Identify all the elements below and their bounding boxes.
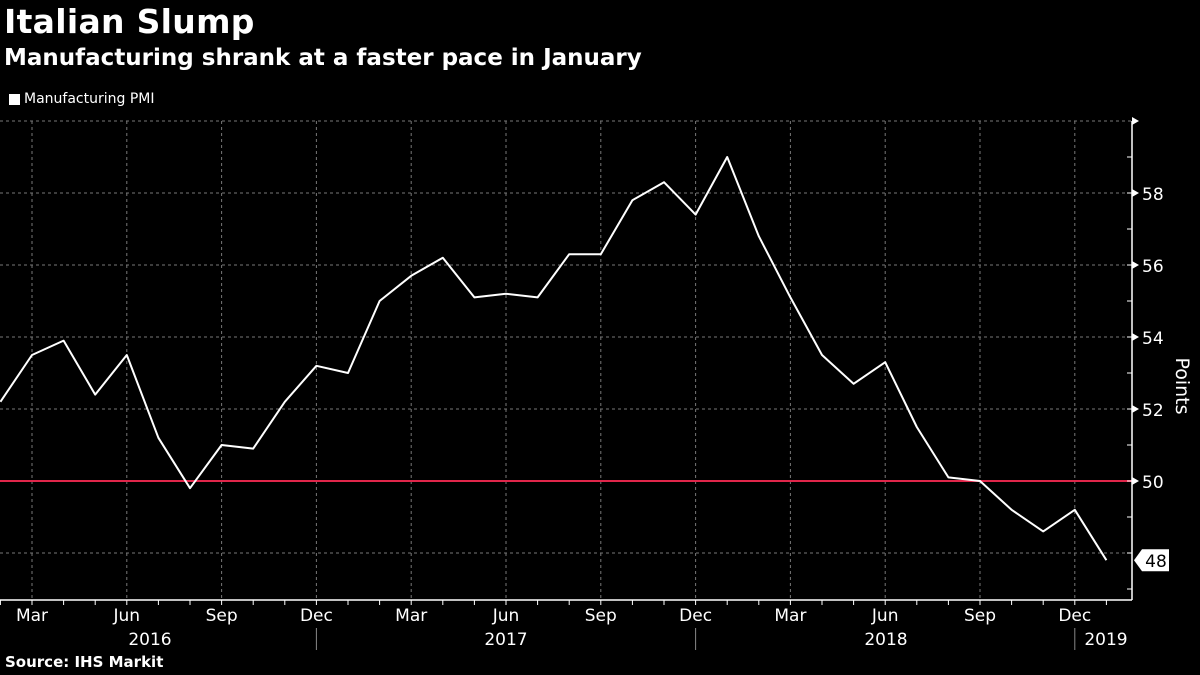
x-tick-label: Dec bbox=[679, 606, 712, 626]
x-tick-label: Sep bbox=[964, 606, 996, 626]
last-value-badge bbox=[1134, 549, 1169, 572]
y-tick-marker-icon bbox=[1132, 405, 1139, 413]
x-tick-label: Mar bbox=[774, 606, 806, 626]
pmi-line bbox=[0, 156, 1108, 561]
y-tick-marker-icon bbox=[1132, 333, 1139, 341]
x-year-label: 2016 bbox=[128, 630, 171, 650]
x-tick-label: Sep bbox=[206, 606, 238, 626]
x-tick-label: Dec bbox=[1058, 606, 1091, 626]
y-axis-title: Points bbox=[1171, 357, 1193, 414]
axis-labels: 50 52 54 56 58 Points Mar Jun Sep Dec Mar Jun Sep Dec… bbox=[16, 185, 1193, 650]
grid bbox=[0, 120, 1132, 600]
legend: Manufacturing PMI bbox=[9, 91, 154, 107]
legend-label: Manufacturing PMI bbox=[24, 91, 155, 107]
x-tick-label: Mar bbox=[16, 606, 48, 626]
y-tick-label: 56 bbox=[1142, 257, 1164, 277]
y-tick-label: 50 bbox=[1142, 473, 1164, 493]
x-year-label: 2017 bbox=[484, 630, 527, 650]
series-line bbox=[0, 156, 1108, 561]
x-tick-label: Dec bbox=[300, 606, 333, 626]
x-tick-label: Sep bbox=[585, 606, 617, 626]
axes bbox=[0, 117, 1139, 650]
y-tick-marker-icon bbox=[1132, 189, 1139, 197]
x-tick-label: Mar bbox=[395, 606, 427, 626]
x-year-label: 2019 bbox=[1084, 630, 1127, 650]
x-tick-label: Jun bbox=[492, 606, 520, 626]
last-value-label: 48 bbox=[1145, 552, 1167, 572]
x-tick-label: Jun bbox=[113, 606, 141, 626]
x-year-label: 2018 bbox=[864, 630, 907, 650]
source-note: Source: IHS Markit bbox=[5, 653, 164, 671]
y-tick-marker-icon bbox=[1132, 261, 1139, 269]
chart-subtitle: Manufacturing shrank at a faster pace in… bbox=[4, 45, 642, 71]
y-tick-label: 52 bbox=[1142, 401, 1164, 421]
x-tick-label: Jun bbox=[871, 606, 899, 626]
y-axis-top-marker-icon bbox=[1132, 117, 1139, 125]
legend-swatch-icon bbox=[9, 93, 20, 105]
y-tick-label: 54 bbox=[1142, 329, 1164, 349]
y-tick-marker-icon bbox=[1132, 477, 1139, 485]
chart-title: Italian Slump bbox=[4, 2, 255, 41]
y-tick-label: 58 bbox=[1142, 185, 1164, 205]
